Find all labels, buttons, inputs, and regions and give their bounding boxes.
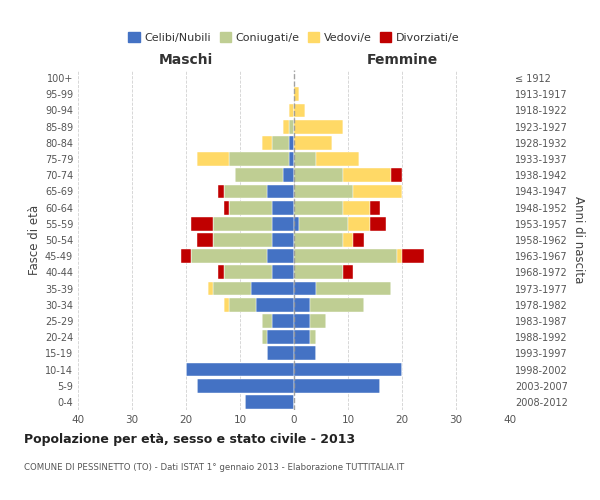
- Y-axis label: Fasce di età: Fasce di età: [28, 205, 41, 275]
- Text: Maschi: Maschi: [159, 53, 213, 67]
- Bar: [294, 168, 343, 182]
- Bar: [208, 282, 213, 296]
- Bar: [224, 266, 272, 280]
- Bar: [181, 250, 191, 263]
- Bar: [213, 233, 272, 247]
- Bar: [289, 136, 294, 149]
- Bar: [289, 104, 294, 118]
- Text: Popolazione per età, sesso e stato civile - 2013: Popolazione per età, sesso e stato civil…: [24, 432, 355, 446]
- Bar: [294, 136, 332, 149]
- Legend: Celibi/Nubili, Coniugati/e, Vedovi/e, Divorziati/e: Celibi/Nubili, Coniugati/e, Vedovi/e, Di…: [124, 28, 464, 48]
- Bar: [348, 217, 370, 230]
- Bar: [267, 346, 294, 360]
- Bar: [316, 282, 391, 296]
- Bar: [272, 136, 289, 149]
- Bar: [294, 184, 353, 198]
- Bar: [310, 298, 364, 312]
- Bar: [370, 200, 380, 214]
- Bar: [197, 233, 213, 247]
- Bar: [294, 266, 343, 280]
- Bar: [343, 266, 353, 280]
- Bar: [283, 120, 289, 134]
- Bar: [343, 233, 353, 247]
- Bar: [218, 184, 224, 198]
- Bar: [272, 233, 294, 247]
- Bar: [229, 152, 289, 166]
- Bar: [294, 120, 343, 134]
- Bar: [262, 314, 272, 328]
- Bar: [262, 136, 272, 149]
- Bar: [294, 362, 402, 376]
- Bar: [397, 250, 402, 263]
- Bar: [353, 233, 364, 247]
- Bar: [267, 184, 294, 198]
- Bar: [370, 217, 386, 230]
- Bar: [245, 395, 294, 409]
- Bar: [294, 88, 299, 101]
- Bar: [213, 217, 272, 230]
- Bar: [294, 379, 380, 392]
- Bar: [197, 379, 294, 392]
- Text: COMUNE DI PESSINETTO (TO) - Dati ISTAT 1° gennaio 2013 - Elaborazione TUTTITALIA: COMUNE DI PESSINETTO (TO) - Dati ISTAT 1…: [24, 462, 404, 471]
- Bar: [294, 250, 397, 263]
- Bar: [283, 168, 294, 182]
- Bar: [294, 298, 310, 312]
- Bar: [294, 200, 343, 214]
- Bar: [391, 168, 402, 182]
- Bar: [294, 314, 310, 328]
- Bar: [310, 314, 326, 328]
- Bar: [289, 152, 294, 166]
- Bar: [224, 200, 229, 214]
- Bar: [191, 217, 213, 230]
- Bar: [294, 346, 316, 360]
- Bar: [289, 120, 294, 134]
- Bar: [294, 104, 305, 118]
- Bar: [267, 250, 294, 263]
- Bar: [229, 298, 256, 312]
- Bar: [224, 184, 267, 198]
- Bar: [213, 282, 251, 296]
- Bar: [272, 217, 294, 230]
- Bar: [294, 233, 343, 247]
- Bar: [343, 168, 391, 182]
- Bar: [272, 266, 294, 280]
- Text: Femmine: Femmine: [367, 53, 437, 67]
- Bar: [218, 266, 224, 280]
- Bar: [224, 298, 229, 312]
- Bar: [229, 200, 272, 214]
- Bar: [353, 184, 402, 198]
- Bar: [294, 217, 299, 230]
- Bar: [294, 152, 316, 166]
- Bar: [235, 168, 283, 182]
- Bar: [272, 200, 294, 214]
- Bar: [256, 298, 294, 312]
- Bar: [191, 250, 267, 263]
- Bar: [251, 282, 294, 296]
- Bar: [316, 152, 359, 166]
- Y-axis label: Anni di nascita: Anni di nascita: [572, 196, 585, 284]
- Bar: [299, 217, 348, 230]
- Bar: [262, 330, 267, 344]
- Bar: [343, 200, 370, 214]
- Bar: [272, 314, 294, 328]
- Bar: [294, 282, 316, 296]
- Bar: [186, 362, 294, 376]
- Bar: [310, 330, 316, 344]
- Bar: [197, 152, 229, 166]
- Bar: [294, 330, 310, 344]
- Bar: [267, 330, 294, 344]
- Bar: [402, 250, 424, 263]
